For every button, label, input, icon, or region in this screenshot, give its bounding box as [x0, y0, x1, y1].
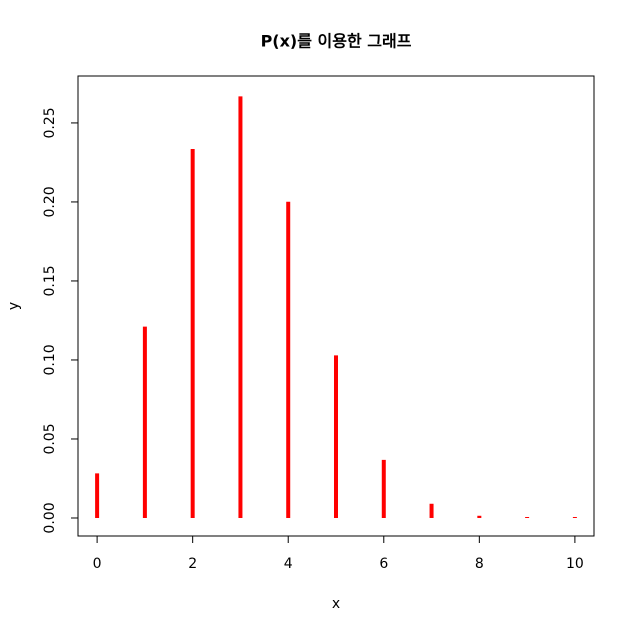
chart-title: P(x)를 이용한 그래프: [261, 32, 412, 51]
x-axis-label: x: [332, 596, 340, 612]
x-tick-label: 6: [379, 556, 388, 572]
y-tick-label: 0.20: [42, 186, 58, 217]
y-axis-label: y: [6, 302, 22, 310]
y-tick-label: 0.25: [42, 107, 58, 138]
x-tick-label: 2: [188, 556, 197, 572]
x-tick-label: 10: [566, 556, 584, 572]
y-tick-label: 0.00: [42, 502, 58, 533]
y-tick-label: 0.10: [42, 344, 58, 375]
y-tick-label: 0.15: [42, 265, 58, 296]
x-tick-label: 4: [284, 556, 293, 572]
x-tick-label: 0: [93, 556, 102, 572]
x-tick-label: 8: [475, 556, 484, 572]
plot-frame: [77, 75, 595, 537]
y-tick-label: 0.05: [42, 423, 58, 454]
